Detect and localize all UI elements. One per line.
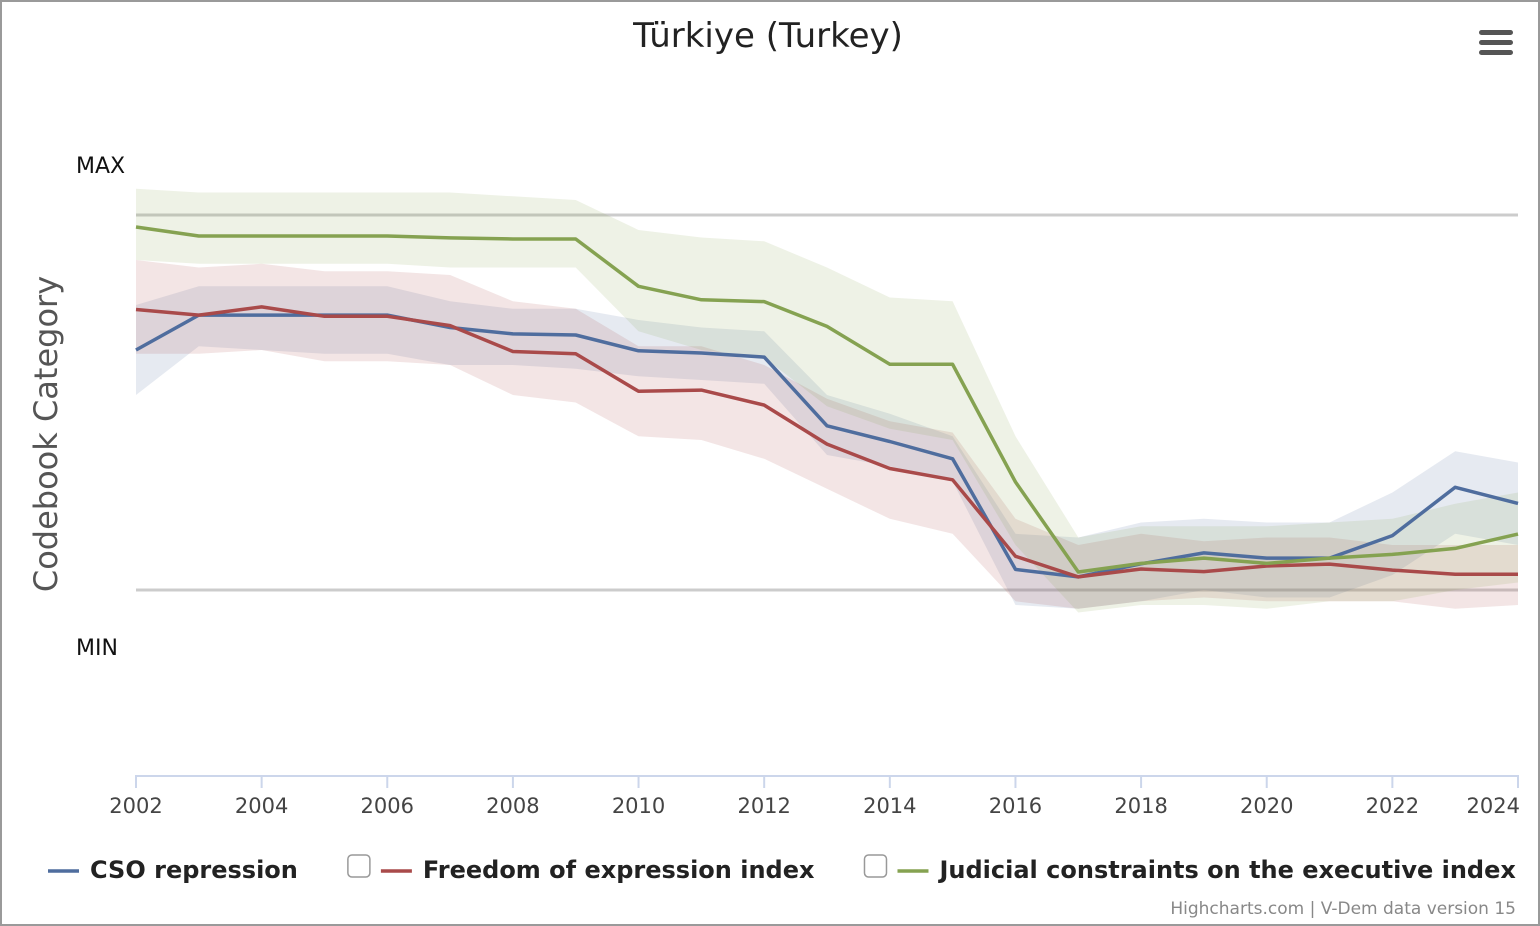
y-max-label: MAX [76, 154, 125, 179]
credits-link[interactable]: Highcharts.com | V-Dem data version 15 [1170, 899, 1516, 919]
series-lines [135, 225, 1519, 579]
x-tick-label: 2020 [1240, 794, 1293, 818]
x-tick-label: 2012 [737, 794, 790, 818]
x-tick-label: 2018 [1114, 794, 1167, 818]
confidence-band-2 [136, 260, 1518, 609]
x-tick-label: 2022 [1366, 794, 1419, 818]
x-tick-label: 2014 [863, 794, 916, 818]
confidence-band-3 [136, 188, 1518, 613]
menu-icon[interactable] [1472, 22, 1520, 66]
x-tick-label: 2010 [612, 794, 665, 818]
menu-icon-bar-1 [1479, 30, 1513, 35]
y-min-label: MIN [76, 636, 118, 661]
legend-label-1: CSO repression [90, 856, 298, 884]
legend-label-2: Freedom of expression index [423, 856, 815, 884]
legend: CSO repression Freedom of expression inde… [48, 854, 1516, 884]
x-tick-label: 2004 [235, 794, 288, 818]
x-tick-label: 2016 [989, 794, 1042, 818]
menu-icon-bar-3 [1479, 50, 1513, 55]
chart-title: Türkiye (Turkey) [632, 16, 903, 56]
x-axis-ticks: 2002 2004 2006 2008 2010 2012 2014 2016 2018 2020… [109, 776, 1520, 818]
series-line-2[interactable] [135, 305, 1518, 579]
legend-item-1[interactable]: CSO repression [48, 856, 298, 884]
x-tick-label: 2008 [486, 794, 539, 818]
confidence-bands [136, 188, 1518, 613]
legend-item-2[interactable]: Freedom of expression index [380, 856, 815, 884]
x-tick-label: 2002 [109, 794, 162, 818]
menu-icon-bar-2 [1479, 40, 1513, 45]
legend-checkbox-1[interactable] [347, 854, 371, 878]
legend-item-3[interactable]: Judicial constraints on the executive in… [897, 856, 1516, 884]
x-tick-label: 2006 [361, 794, 414, 818]
legend-checkbox-2[interactable] [863, 854, 888, 878]
legend-label-3: Judicial constraints on the executive in… [937, 856, 1516, 884]
confidence-band-1 [136, 286, 1518, 609]
y-axis-label: Codebook Category [27, 276, 65, 592]
series-line-3[interactable] [135, 225, 1519, 574]
x-tick-label: 2024 [1467, 794, 1520, 818]
